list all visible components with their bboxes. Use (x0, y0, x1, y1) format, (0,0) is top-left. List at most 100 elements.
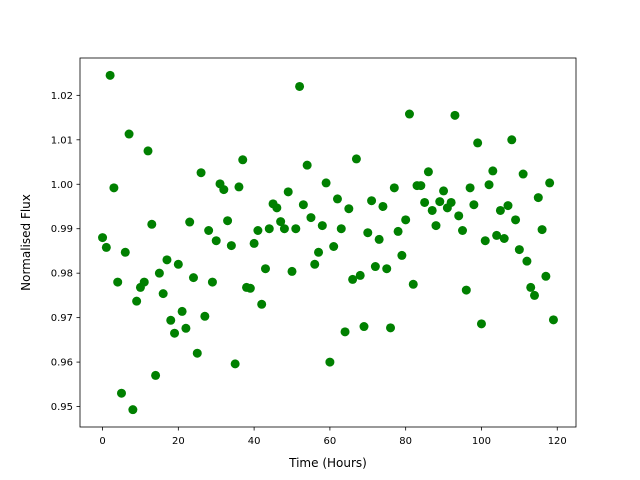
point (427, 205, 437, 215)
point (314, 247, 324, 257)
point (423, 167, 433, 177)
point (480, 236, 490, 246)
point (196, 168, 206, 178)
point (257, 299, 267, 309)
point (499, 233, 509, 243)
point (484, 180, 494, 190)
point (378, 201, 388, 211)
point (336, 224, 346, 234)
point (238, 155, 248, 165)
point (537, 225, 547, 235)
y-axis-label: Normalised Flux (19, 194, 33, 291)
point (279, 224, 289, 234)
point (302, 160, 312, 170)
point (533, 193, 543, 203)
point (359, 322, 369, 332)
point (230, 359, 240, 369)
point (188, 273, 198, 283)
y-tick-label: 1.01 (51, 135, 73, 146)
point (291, 224, 301, 234)
point (450, 110, 460, 120)
y-tick-label: 0.99 (51, 224, 73, 235)
point (382, 264, 392, 274)
point (325, 357, 335, 367)
point (105, 70, 115, 80)
point (116, 388, 126, 398)
point (154, 268, 164, 278)
point (113, 277, 123, 287)
x-tick-label: 120 (548, 436, 567, 447)
point (511, 215, 521, 225)
point (355, 270, 365, 280)
point (317, 221, 327, 231)
x-tick-label: 0 (99, 436, 105, 447)
point (518, 169, 528, 179)
point (234, 182, 244, 192)
point (173, 259, 183, 269)
point (446, 197, 456, 207)
point (306, 213, 316, 223)
point (435, 197, 445, 207)
point (374, 234, 384, 244)
point (143, 146, 153, 156)
point (340, 327, 350, 337)
point (348, 274, 358, 284)
x-tick-label: 40 (248, 436, 261, 447)
point (283, 187, 293, 197)
point (192, 348, 202, 358)
point (132, 296, 142, 306)
point (177, 306, 187, 316)
point (185, 217, 195, 227)
x-tick-label: 60 (324, 436, 337, 447)
point (367, 196, 377, 206)
point (495, 205, 505, 215)
point (276, 217, 286, 227)
point (101, 242, 111, 252)
point (507, 135, 517, 145)
point (264, 224, 274, 234)
point (541, 271, 551, 281)
point (389, 183, 399, 193)
point (120, 247, 130, 257)
point (223, 216, 233, 226)
point (420, 197, 430, 207)
point (530, 290, 540, 300)
point (503, 201, 513, 211)
point (473, 138, 483, 148)
point (401, 215, 411, 225)
point (526, 282, 536, 292)
point (408, 279, 418, 289)
point (181, 323, 191, 333)
point (158, 289, 168, 299)
point (211, 236, 221, 246)
point (363, 228, 373, 238)
point (245, 283, 255, 293)
point (109, 183, 119, 193)
point (207, 277, 217, 287)
point (458, 225, 468, 235)
point (404, 109, 414, 119)
point (249, 238, 259, 248)
point (128, 405, 138, 415)
point (370, 262, 380, 272)
point (465, 183, 475, 193)
point (469, 200, 479, 210)
point (253, 225, 263, 235)
point (514, 245, 524, 255)
point (162, 255, 172, 265)
x-tick-label: 100 (472, 436, 491, 447)
point (170, 328, 180, 338)
point (139, 277, 149, 287)
point (461, 285, 471, 295)
x-axis-label: Time (Hours) (288, 456, 367, 470)
point (431, 221, 441, 231)
plot-frame (79, 57, 577, 428)
y-tick-label: 0.96 (51, 358, 73, 369)
point (298, 200, 308, 210)
point (151, 370, 161, 380)
y-tick-label: 0.97 (51, 313, 73, 324)
y-tick-label: 1.02 (51, 91, 73, 102)
point (166, 315, 176, 325)
y-tick-label: 0.95 (51, 402, 73, 413)
